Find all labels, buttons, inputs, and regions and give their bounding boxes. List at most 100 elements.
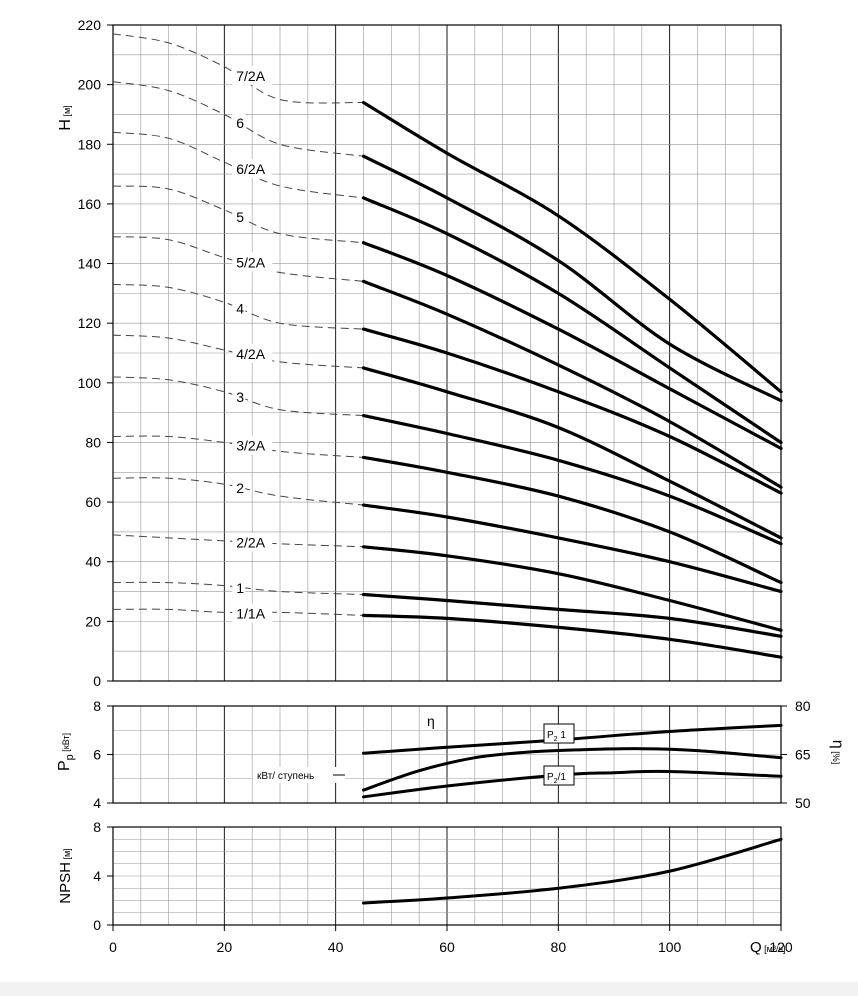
power-ytick-label: 4 (93, 795, 101, 811)
head-curve-label-bg (232, 298, 246, 318)
head-curve-dashed-2/2A (112, 534, 364, 548)
head-ytick-label: 220 (78, 17, 102, 33)
head-curve-dashed-1/1A (112, 608, 364, 616)
power-curve-2 (362, 769, 783, 799)
head-curve-label-1: 1 (236, 580, 244, 596)
head-curve-solid-3 (361, 414, 783, 546)
head-ytick-label: 100 (78, 375, 102, 391)
eta-ytick-label: 65 (795, 747, 811, 763)
eta-annotation: η (427, 713, 435, 729)
head-curve-solid-5 (361, 241, 783, 450)
head-curve-label-5/2A: 5/2A (236, 254, 265, 270)
head-curve-dashed-6/2A (112, 131, 364, 199)
eta-ytick-label: 50 (795, 795, 811, 811)
head-curve-label-4: 4 (236, 301, 244, 317)
head-curve-dashed-5 (112, 185, 364, 244)
unit-annotation-bg (253, 767, 345, 783)
head-curve-label-bg (232, 532, 273, 552)
head-curve-label-6: 6 (236, 115, 244, 131)
head-ytick-label: 180 (78, 136, 102, 152)
head-curve-dashed-6 (112, 81, 364, 157)
p2-2-label-box (543, 765, 575, 786)
head-curve-solid-4 (361, 327, 783, 495)
power-ytick-label: 6 (93, 747, 101, 763)
unit-annotation: кВт/ ступень (257, 771, 314, 782)
head-curve-label-7/2A: 7/2A (236, 68, 265, 84)
head-curve-solid-2/2A (361, 545, 783, 632)
xtick-label: 60 (439, 939, 455, 955)
head-curve-label-bg (232, 478, 246, 498)
npsh-ylabel: NPSH [м] (57, 848, 74, 903)
npsh-ytick-label: 0 (93, 917, 101, 933)
head-curve-solid-6/2A (361, 196, 783, 445)
x-axis-label: Q [м³/ч] (750, 939, 786, 956)
head-curve-label-bg (232, 344, 273, 363)
head-curve-label-bg (232, 206, 246, 226)
head-curve-dashed-3/2A (112, 435, 364, 458)
head-curve-label-bg (232, 65, 273, 85)
npsh-ytick-label: 4 (93, 868, 101, 884)
xtick-label: 0 (109, 939, 117, 955)
power-panel: 4 6 8 50 65 80 Pp [кВт] η [%] η кВт/ ступень P2 1 P… (56, 698, 846, 811)
head-curve-dashed-5/2A (112, 236, 364, 282)
head-curve-solid-1/1A (361, 613, 783, 659)
head-curve-solid-6 (361, 154, 783, 403)
head-curve-label-bg (232, 112, 246, 132)
head-ytick-label: 40 (85, 554, 101, 570)
p2-2-label: P2/1 (547, 772, 566, 785)
head-ytick-label: 140 (78, 256, 102, 272)
xtick-label: 40 (328, 939, 344, 955)
power-ytick-label: 8 (93, 698, 101, 714)
head-ylabel: H [м] (57, 105, 74, 130)
head-curve-label-3: 3 (236, 389, 244, 405)
p2-1-label-box (543, 723, 575, 744)
head-curve-label-bg (232, 435, 273, 455)
head-curve-dashed-7/2A (112, 33, 364, 104)
head-curve-solid-5/2A (361, 279, 783, 489)
xtick-label: 120 (769, 939, 793, 955)
head-curve-dashed-4/2A (112, 334, 364, 369)
head-ytick-label: 80 (85, 434, 101, 450)
head-curve-label-2: 2 (236, 480, 244, 496)
xtick-label: 100 (658, 939, 682, 955)
head-curve-label-4/2A: 4/2A (236, 346, 265, 362)
head-curve-label-5: 5 (236, 209, 244, 225)
head-curve-dashed-2 (112, 477, 364, 506)
head-ytick-label: 60 (85, 494, 101, 510)
head-curve-solid-1 (361, 592, 783, 638)
head-curve-solid-2 (361, 503, 783, 594)
head-ytick-label: 160 (78, 196, 102, 212)
head-curve-dashed-4 (112, 283, 364, 330)
head-curve-solid-4/2A (361, 366, 783, 540)
eta-ytick-label: 80 (795, 698, 811, 714)
head-ytick-label: 120 (78, 315, 102, 331)
head-curve-label-2/2A: 2/2A (236, 535, 265, 551)
head-ytick-label: 0 (93, 673, 101, 689)
head-curve-solid-7/2A (361, 100, 783, 394)
eta-ylabel: η [%] (829, 740, 846, 764)
head-frame (112, 24, 782, 682)
head-curve-label-bg (232, 603, 273, 623)
xtick-label: 20 (217, 939, 233, 955)
bottom-strip (0, 982, 858, 996)
head-curve-dashed-3 (112, 376, 364, 417)
head-curve-label-bg (232, 159, 273, 179)
head-curve-dashed-1 (112, 581, 364, 595)
head-panel: 0 20 40 60 80 100 120 140 160 180 200 220 H [м] 7/2A 6… (57, 17, 783, 689)
head-curve-label-bg (232, 252, 273, 272)
power-curve-0 (362, 747, 783, 792)
head-ytick-label: 20 (85, 613, 101, 629)
power-ylabel: Pp [кВт] (56, 733, 76, 771)
xtick-label: 80 (551, 939, 567, 955)
head-curve-solid-3/2A (361, 455, 783, 585)
npsh-ytick-label: 8 (93, 819, 101, 835)
head-curve-label-6/2A: 6/2A (236, 161, 265, 177)
head-ytick-label: 200 (78, 77, 102, 93)
head-curve-label-bg (232, 578, 246, 598)
head-curve-label-3/2A: 3/2A (236, 438, 265, 454)
npsh-curve (362, 837, 783, 905)
p2-1-label: P2 1 (547, 730, 566, 743)
head-curve-label-bg (232, 387, 246, 407)
